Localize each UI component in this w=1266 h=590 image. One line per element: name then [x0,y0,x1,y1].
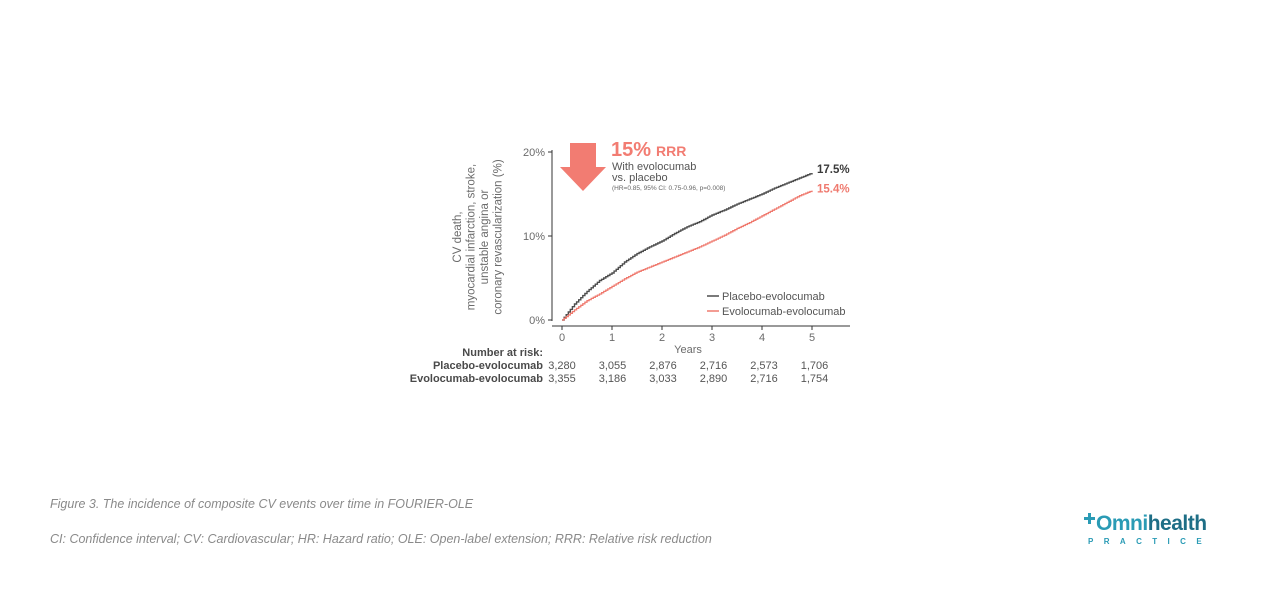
series-line-evolocumab-evolocumab [562,190,813,321]
y-axis-title-line: CV death, [452,211,464,262]
rrr-value: 15% [611,139,651,161]
x-axis: 0 1 2 3 4 5 Years [552,325,850,356]
x-tick-label: 3 [709,332,715,344]
x-tick-label: 4 [759,332,765,344]
risk-row-label: Placebo-evolocumab [433,360,543,372]
down-arrow-icon [560,143,606,191]
abbreviations-caption: CI: Confidence interval; CV: Cardiovascu… [50,532,712,546]
legend-entry: Placebo-evolocumab [722,291,825,303]
risk-cell: 2,716 [750,373,778,385]
risk-cell: 3,186 [599,373,627,385]
risk-cell: 2,573 [750,360,778,372]
x-tick-label: 2 [659,332,665,344]
omnihealth-logo: Omnihealth PRACTICE [1084,512,1224,552]
risk-cell: 2,876 [649,360,677,372]
y-tick-label: 20% [523,147,545,159]
omnihealth-logo-icon [1084,513,1095,524]
risk-cell: 1,754 [801,373,829,385]
risk-cell: 1,706 [801,360,829,372]
annotation-stats: (HR=0.85, 95% CI: 0.75-0.96, p=0.008) [612,185,725,192]
figure-caption: Figure 3. The incidence of composite CV … [50,497,474,511]
end-value-label: 17.5% [817,164,850,176]
y-tick-label: 10% [523,231,545,243]
number-at-risk-table: Number at risk:Placebo-evolocumab 3,280 3,… [410,347,829,385]
y-axis-label: CV death, myocardial infarction, stroke, u… [452,159,505,314]
x-axis-title: Years [674,344,702,356]
risk-cell: 3,355 [548,373,576,385]
risk-row-label: Evolocumab-evolocumab [410,373,544,385]
end-labels: 17.5% 15.4% [817,164,850,196]
annotation-line: With evolocumab [612,161,696,173]
legend-entry: Evolocumab-evolocumab [722,306,846,318]
legend: Placebo-evolocumab Evolocumab-evolocumab [707,291,846,318]
y-axis-title-line: myocardial infarction, stroke, [466,164,478,310]
risk-cell: 3,055 [599,360,627,372]
logo-wordmark: Omnihealth [1096,512,1207,535]
y-axis-title-line: unstable angina or [479,190,491,285]
annotation-line: vs. placebo [612,172,668,184]
y-axis: 0% 10% 20% [523,147,553,327]
end-value-label: 15.4% [817,184,850,196]
x-tick-label: 5 [809,332,815,344]
risk-cell: 3,280 [548,360,576,372]
y-tick-label: 0% [529,315,545,327]
risk-cell: 3,033 [649,373,677,385]
x-tick-label: 1 [609,332,615,344]
risk-cell: 2,890 [700,373,728,385]
y-axis-title-line: coronary revascularization (%) [493,159,505,314]
logo-tagline: PRACTICE [1088,537,1213,546]
x-tick-label: 0 [559,332,565,344]
risk-cell: 2,716 [700,360,728,372]
rrr-unit: RRR [656,143,686,159]
risk-table-heading: Number at risk: [462,347,543,359]
series-lines [562,173,813,321]
series-line-placebo-evolocumab [562,173,813,321]
y-axis-title: CV death, myocardial infarction, stroke, u… [452,159,505,314]
